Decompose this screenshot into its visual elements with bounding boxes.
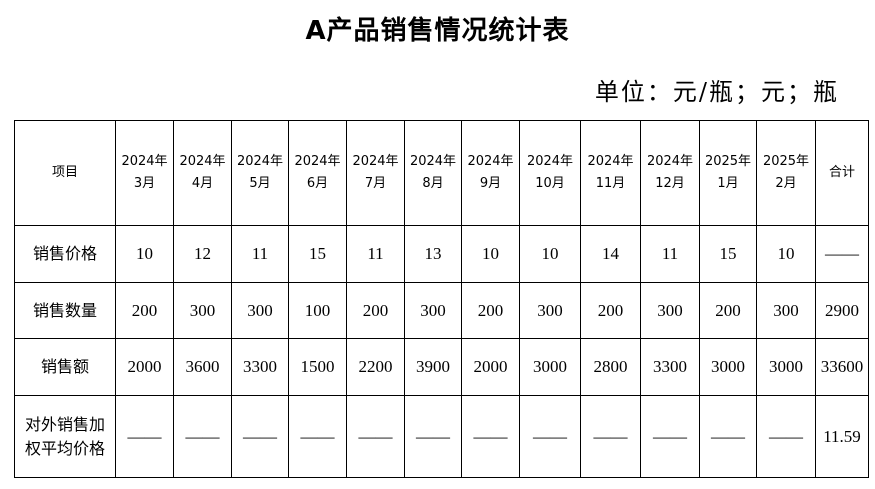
table-cell: 200	[699, 282, 757, 339]
table-cell: 13	[404, 225, 462, 283]
sales-table: 项目 2024年 3月 2024年 4月 2024年 5月 2024年 6月 2024年 7月 202…	[14, 120, 869, 478]
table-cell: ——	[815, 225, 869, 283]
table-cell: 3300	[640, 338, 700, 396]
header-cell: 2025年 1月	[699, 120, 757, 226]
table-cell: 2000	[461, 338, 520, 396]
table-cell: 11	[346, 225, 405, 283]
header-cell: 2024年 5月	[231, 120, 289, 226]
page-title: A产品销售情况统计表	[305, 16, 570, 46]
row-label: 销售价格	[14, 225, 116, 283]
table-cell: ——	[288, 395, 347, 478]
table-cell: 10	[115, 225, 174, 283]
header-cell: 2024年 11月	[580, 120, 641, 226]
table-cell: ——	[404, 395, 462, 478]
table-cell: 300	[640, 282, 700, 339]
table-cell: 15	[288, 225, 347, 283]
row-label: 销售额	[14, 338, 116, 396]
row-label: 对外销售加权平均价格	[14, 395, 116, 478]
table-cell: ——	[115, 395, 174, 478]
table-cell: 300	[173, 282, 232, 339]
table-cell: 2200	[346, 338, 405, 396]
table-cell: ——	[580, 395, 641, 478]
table-cell: 200	[115, 282, 174, 339]
unit-note: 单位：元/瓶；元；瓶	[594, 78, 839, 106]
table-cell: 300	[231, 282, 289, 339]
table-cell: 200	[580, 282, 641, 339]
table-cell: 3000	[756, 338, 816, 396]
table-row: 销售价格 10 12 11 15 11 13 10 10 14 11 15 10 ——	[14, 225, 869, 283]
table-cell: 3900	[404, 338, 462, 396]
table-row: 销售额 2000 3600 3300 1500 2200 3900 2000 3000 2800 3…	[14, 338, 869, 396]
table-cell: 100	[288, 282, 347, 339]
table-cell: 3000	[519, 338, 581, 396]
table-cell: 12	[173, 225, 232, 283]
table-cell: 10	[756, 225, 816, 283]
row-label: 销售数量	[14, 282, 116, 339]
header-cell: 2024年 6月	[288, 120, 347, 226]
table-cell: ——	[519, 395, 581, 478]
table-cell: 2900	[815, 282, 869, 339]
table-cell: ——	[173, 395, 232, 478]
header-cell: 2024年 12月	[640, 120, 700, 226]
table-cell: ——	[640, 395, 700, 478]
table-cell: 3300	[231, 338, 289, 396]
table-cell: 1500	[288, 338, 347, 396]
header-cell: 2025年 2月	[756, 120, 816, 226]
table-cell: 2000	[115, 338, 174, 396]
table-cell: 3600	[173, 338, 232, 396]
table-cell: 300	[519, 282, 581, 339]
header-item: 项目	[14, 120, 116, 226]
table-cell: 33600	[815, 338, 869, 396]
table-cell: ——	[461, 395, 520, 478]
header-cell: 2024年 10月	[519, 120, 581, 226]
table-cell: 2800	[580, 338, 641, 396]
table-cell: 200	[461, 282, 520, 339]
table-cell: 14	[580, 225, 641, 283]
table-cell: 11	[640, 225, 700, 283]
header-cell: 2024年 7月	[346, 120, 405, 226]
table-cell: 10	[519, 225, 581, 283]
header-cell: 2024年 9月	[461, 120, 520, 226]
table-cell: 11.59	[815, 395, 869, 478]
header-row: 项目 2024年 3月 2024年 4月 2024年 5月 2024年 6月 2024年 7月 202…	[14, 120, 869, 226]
table-cell: ——	[699, 395, 757, 478]
table-cell: ——	[756, 395, 816, 478]
header-cell: 2024年 3月	[115, 120, 174, 226]
table-cell: 200	[346, 282, 405, 339]
header-cell: 2024年 4月	[173, 120, 232, 226]
table-cell: 15	[699, 225, 757, 283]
header-cell: 合计	[815, 120, 869, 226]
table-cell: 3000	[699, 338, 757, 396]
table-row: 对外销售加权平均价格 —— —— —— —— —— —— —— —— —— —— —— —— 11.59	[14, 395, 869, 478]
table-cell: 300	[404, 282, 462, 339]
table-cell: 10	[461, 225, 520, 283]
table-cell: 300	[756, 282, 816, 339]
table-cell: ——	[346, 395, 405, 478]
table-cell: 11	[231, 225, 289, 283]
table-cell: ——	[231, 395, 289, 478]
table-row: 销售数量 200 300 300 100 200 300 200 300 200 300 200 300…	[14, 282, 869, 339]
header-cell: 2024年 8月	[404, 120, 462, 226]
